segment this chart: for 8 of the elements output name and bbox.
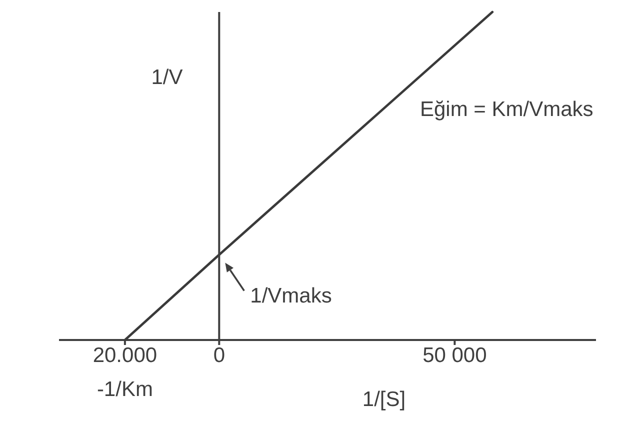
annotation: Eğim = Km/Vmaks [420, 98, 594, 121]
annotation: -1/Km [96, 378, 153, 401]
x-axis-title: 1/[S] [362, 388, 406, 411]
x-tick-label: 0 [213, 344, 225, 367]
annotation: 1/Vmaks [250, 284, 332, 308]
y-axis-title: 1/V [151, 66, 183, 89]
x-tick-label: 20.000 [92, 344, 158, 367]
x-tick-label: 50 000 [422, 344, 487, 367]
